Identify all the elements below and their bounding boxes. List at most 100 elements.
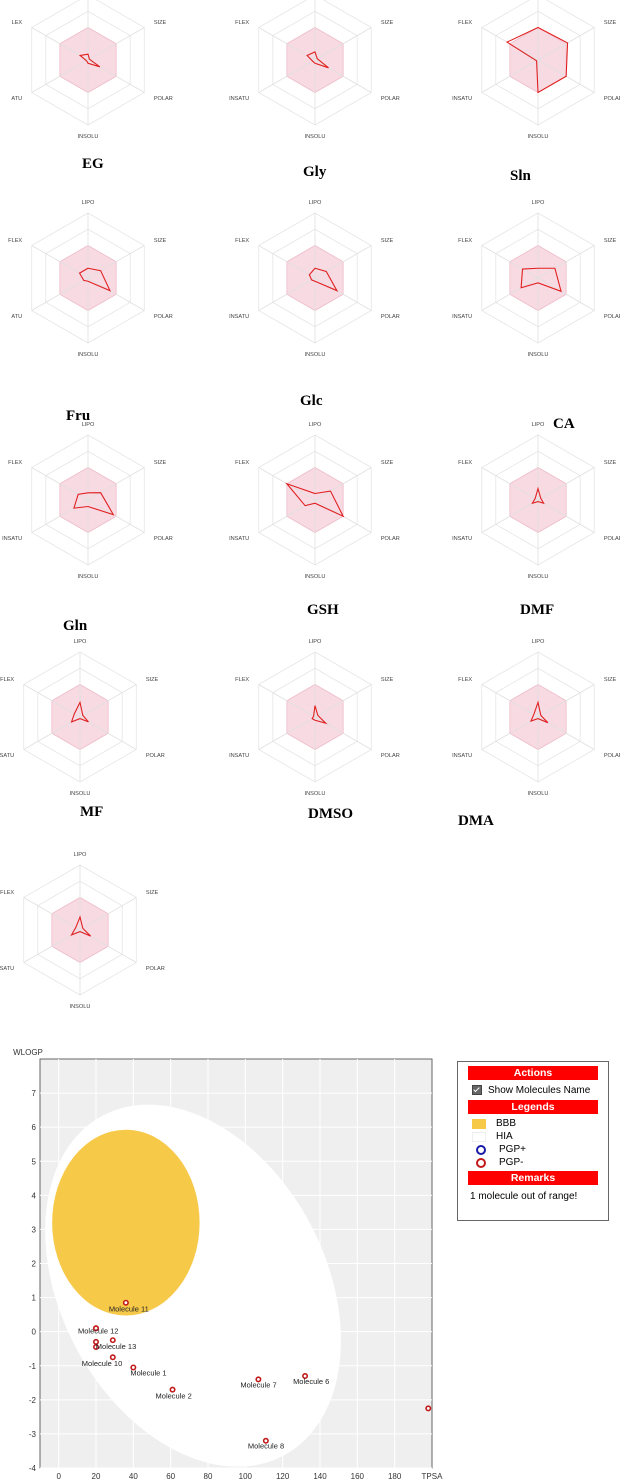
radar-spoke bbox=[537, 245, 595, 279]
x-tick-label: 20 bbox=[92, 1472, 101, 1481]
radar-axis-label: SIZE bbox=[154, 20, 167, 26]
molecule-profile-line bbox=[70, 915, 92, 937]
y-tick-label: 4 bbox=[32, 1191, 37, 1200]
radar-spoke bbox=[481, 245, 539, 279]
radar-axis-label: SIZE bbox=[381, 677, 394, 683]
hia-swatch-icon bbox=[472, 1131, 486, 1142]
y-tick-label: 6 bbox=[32, 1123, 37, 1132]
radar-axis-label: FLEX bbox=[458, 20, 472, 26]
molecule-caption: CA bbox=[553, 416, 575, 432]
radar-axis-label: POLAR bbox=[154, 314, 173, 320]
radar-axis-label: POLAR bbox=[604, 753, 620, 759]
point-label: Molecule 7 bbox=[240, 1380, 276, 1389]
radar-axis-label: INSOLU bbox=[305, 134, 326, 140]
molecule-caption: Sln bbox=[510, 168, 531, 184]
radar-axis-label: INSATU bbox=[229, 314, 249, 320]
radar-spoke bbox=[258, 245, 316, 279]
legend-item-pgp-minus: PGP- bbox=[458, 1156, 608, 1169]
radar-axis-label: LIPO bbox=[309, 639, 322, 645]
radar-spoke bbox=[481, 467, 539, 501]
molecule-profile-line bbox=[520, 267, 562, 293]
radar-spoke bbox=[537, 467, 595, 501]
radar-spoke bbox=[23, 716, 81, 750]
radar-axis-label: LIPO bbox=[82, 200, 95, 206]
data-point bbox=[122, 1299, 129, 1306]
y-tick-label: -1 bbox=[29, 1362, 37, 1371]
checkbox-icon[interactable] bbox=[472, 1085, 482, 1095]
boiled-egg-chart: 0 20 40 60 80 100 120 140 160 180 -4 -3 -2 -1 0 1 2 3 4 5 6 7… bbox=[0, 1038, 620, 1482]
radar-axis-label: POLAR bbox=[154, 96, 173, 102]
radar-axis-label: FLEX bbox=[458, 238, 472, 244]
x-tick-label: 40 bbox=[129, 1472, 138, 1481]
radar-spoke bbox=[258, 277, 316, 311]
x-tick-label: 120 bbox=[276, 1472, 290, 1481]
molecule-caption: Fru bbox=[66, 408, 91, 424]
radar-spoke bbox=[537, 27, 595, 61]
radar-axis-label: INSOLU bbox=[528, 574, 549, 580]
legend-label: PGP+ bbox=[499, 1144, 526, 1155]
radar-axis-label: ATU bbox=[11, 314, 22, 320]
remarks-header: Remarks bbox=[468, 1171, 598, 1185]
remark-text: 1 molecule out of range! bbox=[470, 1190, 578, 1202]
radar-axis-label: SIZE bbox=[146, 677, 159, 683]
radar-axis-label: FLEX bbox=[235, 677, 249, 683]
radar-axis-label: INSATU bbox=[229, 536, 249, 542]
point-label: Molecule 11 bbox=[109, 1305, 149, 1314]
radar-chart-fru: LIPO SIZE POLAR INSOLU ATU FLEX bbox=[8, 200, 173, 358]
radar-axis-label: INSOLU bbox=[70, 1004, 91, 1010]
radar-spoke bbox=[87, 27, 145, 61]
radar-spoke bbox=[314, 277, 372, 311]
radar-spoke bbox=[87, 499, 145, 533]
legend-panel: Actions Show Molecules Name Legends BBB … bbox=[457, 1061, 609, 1221]
radar-axis-label: POLAR bbox=[604, 314, 620, 320]
radar-axis-label: LIPO bbox=[532, 200, 545, 206]
radar-axis-label: LIPO bbox=[532, 422, 545, 428]
data-point bbox=[130, 1364, 137, 1371]
radar-axis-label: SIZE bbox=[604, 677, 617, 683]
y-tick-label: 0 bbox=[32, 1328, 37, 1337]
radar-axis-label: FLEX bbox=[235, 238, 249, 244]
radar-spoke bbox=[314, 245, 372, 279]
radar-axis-label: SIZE bbox=[381, 460, 394, 466]
molecule-caption: Gln bbox=[63, 618, 88, 634]
y-tick-label: -2 bbox=[29, 1396, 37, 1405]
radar-axis-label: INSATU bbox=[452, 536, 472, 542]
radar-spoke bbox=[79, 716, 137, 750]
radar-axis-label: POLAR bbox=[146, 966, 165, 972]
radar-axis-label: LEX bbox=[12, 20, 23, 26]
radar-spoke bbox=[23, 684, 81, 718]
radar-spoke bbox=[31, 245, 89, 279]
radar-axis-label: INSOLU bbox=[528, 791, 549, 797]
radar-axis-label: LIPO bbox=[309, 422, 322, 428]
radar-axis-label: INSOLU bbox=[305, 791, 326, 797]
molecule-caption: DMA bbox=[458, 813, 494, 829]
molecule-caption: Glc bbox=[300, 393, 323, 409]
x-tick-label: 60 bbox=[166, 1472, 175, 1481]
x-tick-label: 80 bbox=[204, 1472, 213, 1481]
radar-chart-gln: LIPO SIZE POLAR INSOLU INSATU FLEX bbox=[2, 422, 173, 580]
data-point bbox=[93, 1338, 100, 1345]
x-axis-label: TPSA bbox=[422, 1472, 444, 1481]
radar-axis-label: POLAR bbox=[381, 536, 400, 542]
y-tick-label: 7 bbox=[32, 1089, 37, 1098]
x-tick-label: 160 bbox=[351, 1472, 365, 1481]
radar-axis-label: FLEX bbox=[8, 238, 22, 244]
molecule-profile-line bbox=[78, 267, 112, 292]
radar-spoke bbox=[31, 27, 89, 61]
radar-axis-label: INSATU bbox=[0, 753, 14, 759]
radar-spoke bbox=[537, 277, 595, 311]
radar-spoke bbox=[481, 499, 539, 533]
radar-axis-label: POLAR bbox=[604, 536, 620, 542]
show-names-toggle[interactable]: Show Molecules Name bbox=[458, 1080, 608, 1100]
data-point bbox=[109, 1337, 116, 1344]
point-label: Molecule 13 bbox=[96, 1342, 136, 1351]
bbb-swatch-icon bbox=[472, 1118, 486, 1129]
point-label: Molecule 10 bbox=[82, 1359, 122, 1368]
radar-axis-label: INSOLU bbox=[305, 352, 326, 358]
radar-axis-label: SIZE bbox=[146, 890, 159, 896]
radar-spoke bbox=[314, 27, 372, 61]
radar-spoke bbox=[314, 467, 372, 501]
radar-axis-label: INSOLU bbox=[78, 352, 99, 358]
radar-axis-label: ATU bbox=[11, 96, 22, 102]
radar-axis-label: FLEX bbox=[0, 677, 14, 683]
